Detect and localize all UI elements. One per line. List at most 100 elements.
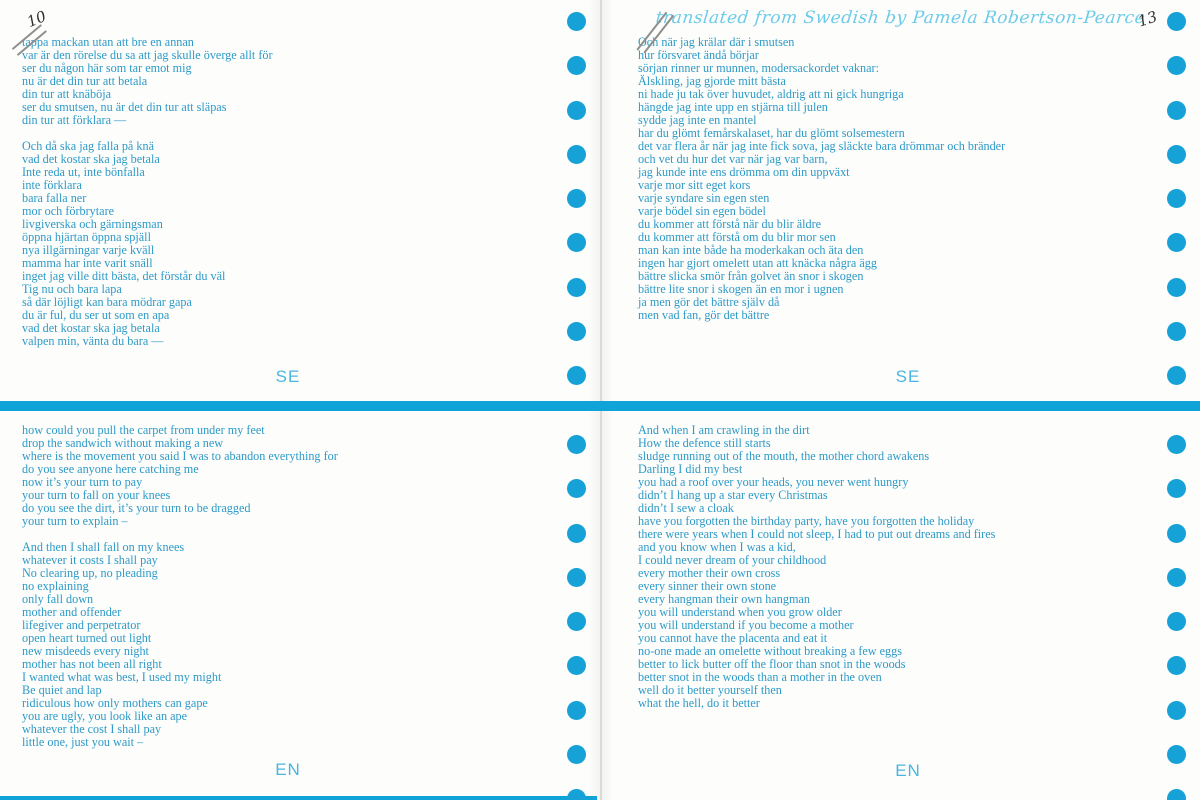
dot-icon [1167, 745, 1186, 765]
poem-line: ridiculous how only mothers can gape [22, 696, 208, 710]
poem-line: whatever the cost I shall pay [22, 722, 162, 736]
poem-line: sludge running out of the mouth, the mot… [638, 449, 930, 463]
poem-line: din tur att knäböja [22, 87, 112, 101]
gutter-shadow-right [602, 0, 614, 800]
dot-icon [1167, 233, 1186, 253]
poem-line: sörjan rinner ur munnen, modersackordet … [638, 61, 879, 75]
poem-line: you will understand if you become a moth… [638, 618, 854, 632]
poem-line: du kommer att förstå när du blir äldre [638, 217, 822, 231]
dot-icon [567, 322, 586, 342]
poem-line: how could you pull the carpet from under… [22, 423, 265, 437]
poem-line: inte förklara [22, 178, 82, 192]
dot-icon [1167, 277, 1186, 297]
poem-line: you had a roof over your heads, you neve… [638, 475, 909, 489]
poem-line: mor och förbrytare [22, 204, 115, 218]
poem-line: I could never dream of your childhood [638, 553, 827, 567]
poem-line: Och då ska jag falla på knä [22, 139, 154, 153]
poem-line: det var flera år när jag inte fick sova,… [638, 139, 1006, 153]
poem-line: every hangman their own hangman [638, 592, 810, 606]
poem-line: Be quiet and lap [22, 683, 102, 697]
margin-dot-column [567, 12, 586, 386]
dot-icon [567, 100, 586, 120]
dot-icon [567, 277, 586, 297]
dot-icon [1167, 100, 1186, 120]
poem-line: better to lick butter off the floor than… [638, 657, 906, 671]
poem-line: no explaining [22, 579, 89, 593]
poem-english-right-page: And when I am crawling in the dirt How th… [638, 424, 995, 710]
poem-line: have you forgotten the birthday party, h… [638, 514, 975, 528]
poem-line: hur försvaret ändå börjar [638, 48, 759, 62]
poem-line: inget jag ville ditt bästa, det förstår … [22, 269, 226, 283]
poem-line: new misdeeds every night [22, 644, 149, 658]
dot-icon [567, 366, 586, 386]
poem-line: And then I shall fall on my knees [22, 540, 185, 554]
poem-line: bättre slicka smör från golvet än snor i… [638, 269, 864, 283]
dot-icon [567, 56, 586, 76]
poem-line: bättre lite snor i skogen än en mor i ug… [638, 282, 844, 296]
poem-swedish-right-page: Och när jag krälar där i smutsen hur förs… [638, 36, 1005, 322]
poem-line: Darling I did my best [638, 462, 743, 476]
poem-line: Tig nu och bara lapa [22, 282, 122, 296]
poem-line: better snot in the woods than a mother i… [638, 670, 882, 684]
dot-icon [1167, 567, 1186, 587]
language-label-en-left: EN [275, 760, 301, 779]
poem-line: open heart turned out light [22, 631, 152, 645]
poem-line: you will understand when you grow older [638, 605, 842, 619]
poem-line: didn’t I sew a cloak [638, 501, 734, 515]
poem-line: How the defence still starts [638, 436, 771, 450]
poem-line: ni hade ju tak över huvudet, aldrig att … [638, 87, 904, 101]
poem-line: man kan inte både ha moderkakan och äta … [638, 243, 864, 257]
dot-icon [567, 523, 586, 543]
poem-line: mother has not been all right [22, 657, 162, 671]
poem-line: every sinner their own stone [638, 579, 777, 593]
poem-line: har du glömt femårskalaset, har du glömt… [638, 126, 905, 140]
dot-icon [1167, 789, 1186, 800]
poem-line: your turn to explain – [22, 514, 128, 528]
poem-line: varje mor sitt eget kors [638, 178, 751, 192]
dot-icon [567, 12, 586, 31]
poem-english-left-page: how could you pull the carpet from under… [22, 424, 338, 749]
poem-line: No clearing up, no pleading [22, 566, 158, 580]
poem-line: jag kunde inte ens drömma om din uppväxt [638, 165, 850, 179]
language-label-se-right: SE [895, 367, 921, 386]
poem-line: whatever it costs I shall pay [22, 553, 158, 567]
language-label-se-left: SE [275, 367, 301, 386]
section-divider-bar [0, 401, 1200, 411]
handwritten-page-number-left: 10 [24, 7, 49, 31]
poem-line: nu är det din tur att betala [22, 74, 148, 88]
poem-line: what the hell, do it better [638, 696, 760, 710]
poem-line: livgiverska och gärningsman [22, 217, 163, 231]
poem-line: didn’t I hang up a star every Christmas [638, 488, 828, 502]
dot-icon [1167, 12, 1186, 31]
poem-line: så där löjligt kan bara mödrar gapa [22, 295, 192, 309]
poem-line: only fall down [22, 592, 94, 606]
poem-line: I wanted what was best, I used my might [22, 670, 222, 684]
poem-line: varje syndare sin egen sten [638, 191, 770, 205]
margin-dot-column [567, 435, 586, 800]
poem-line: lifegiver and perpetrator [22, 618, 141, 632]
poem-line: mamma har inte varit snäll [22, 256, 153, 270]
bottom-section-bar [0, 796, 597, 800]
poem-line: drop the sandwich without making a new [22, 436, 224, 450]
poem-line: öppna hjärtan öppna spjäll [22, 230, 151, 244]
poem-line: ser du smutsen, nu är det din tur att sl… [22, 100, 227, 114]
dot-icon [567, 567, 586, 587]
dot-icon [567, 789, 586, 800]
dot-icon [567, 700, 586, 720]
poem-line: mother and offender [22, 605, 122, 619]
poem-line: do you see the dirt, it’s your turn to b… [22, 501, 251, 515]
poem-line: vad det kostar ska jag betala [22, 152, 160, 166]
poem-line: Och när jag krälar där i smutsen [638, 35, 795, 49]
dot-icon [1167, 700, 1186, 720]
poem-line: vad det kostar ska jag betala [22, 321, 160, 335]
dot-icon [1167, 523, 1186, 543]
poem-line: your turn to fall on your knees [22, 488, 171, 502]
dot-icon [1167, 322, 1186, 342]
poem-line: valpen min, vänta du bara — [22, 334, 164, 348]
dot-icon [1167, 366, 1186, 386]
dot-icon [567, 144, 586, 164]
poem-line: bara falla ner [22, 191, 87, 205]
poem-swedish-left-page: tappa mackan utan att bre en annan var är… [22, 36, 273, 348]
poem-line: tappa mackan utan att bre en annan [22, 35, 194, 49]
